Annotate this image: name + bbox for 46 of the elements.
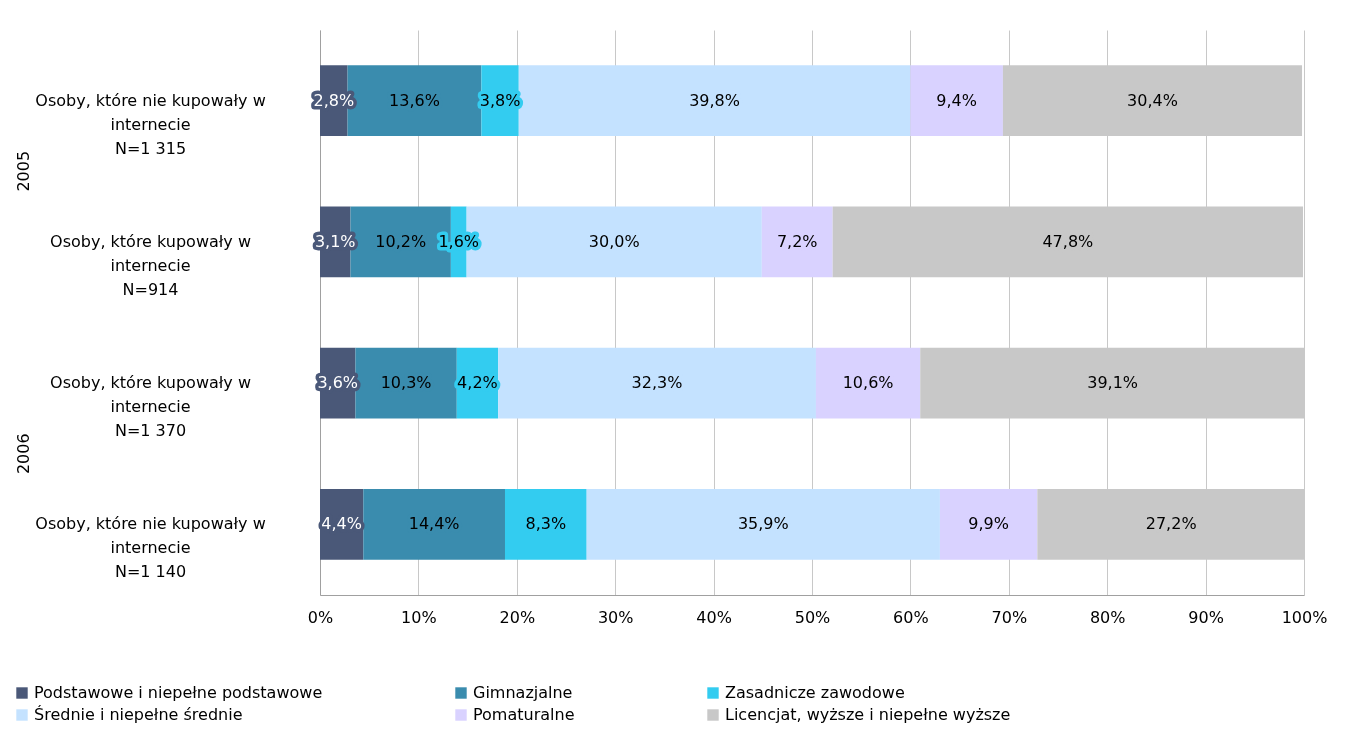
- data-label: 10,3%: [380, 373, 432, 393]
- data-label: 32,3%: [631, 373, 683, 393]
- legend-label: Licencjat, wyższe i niepełne wyższe: [725, 705, 1011, 724]
- data-label: 14,4%: [408, 514, 460, 534]
- data-label: 9,9%: [968, 514, 1009, 534]
- data-label: 4,2%: [457, 373, 498, 393]
- legend-label: Średnie i niepełne średnie: [34, 705, 243, 724]
- legend-label: Zasadnicze zawodowe: [725, 683, 905, 702]
- x-tick-label: 20%: [499, 607, 536, 627]
- data-label: 39,8%: [689, 90, 740, 110]
- x-tick-label: 100%: [1281, 607, 1328, 627]
- x-tick-label: 60%: [893, 607, 929, 627]
- data-label: 47,8%: [1042, 231, 1094, 251]
- x-tick-label: 50%: [794, 607, 831, 627]
- text: 2006: [14, 433, 33, 475]
- data-label: 10,6%: [842, 373, 894, 393]
- y-tick-label: Osoby, które nie kupowały w internecie N=1 140: [35, 514, 266, 582]
- data-label: 8,3%: [525, 514, 567, 534]
- bar: [363, 489, 505, 560]
- data-label: 35,9%: [737, 514, 789, 534]
- y-tick-label: Osoby, które kupowały w internecie N=1 370: [50, 373, 251, 441]
- x-tick-label: 30%: [597, 607, 634, 627]
- x-tick-label: 90%: [1188, 607, 1224, 627]
- data-label: 4,4%: [321, 514, 362, 534]
- bar: [518, 65, 911, 136]
- y-tick-label: Osoby, które nie kupowały w internecie N=1 315: [35, 90, 266, 158]
- legend-label: Gimnazjalne: [473, 683, 573, 702]
- bar: [586, 489, 940, 560]
- data-label: 13,6%: [389, 90, 440, 110]
- x-tick-label: 0%: [307, 607, 334, 627]
- legend-label: Pomaturalne: [473, 705, 575, 724]
- data-label: 30,4%: [1127, 90, 1178, 110]
- x-tick-label: 70%: [991, 607, 1028, 627]
- x-tick-label: 80%: [1089, 607, 1126, 627]
- bar: [498, 347, 816, 419]
- x-tick-label: 40%: [696, 607, 732, 627]
- y-tick-label: Osoby, które kupowały w internecie N=914: [50, 231, 251, 299]
- data-label: 39,1%: [1087, 373, 1139, 393]
- data-label: 30,0%: [588, 231, 640, 251]
- text: 2005: [14, 150, 33, 192]
- legend-label: Podstawowe i niepełne podstawowe: [34, 683, 323, 702]
- x-tick-label: 10%: [401, 607, 437, 627]
- data-label: 9,4%: [936, 90, 977, 110]
- data-label: 7,2%: [776, 231, 818, 251]
- data-label: 10,2%: [375, 231, 427, 251]
- data-label: 27,2%: [1145, 514, 1197, 534]
